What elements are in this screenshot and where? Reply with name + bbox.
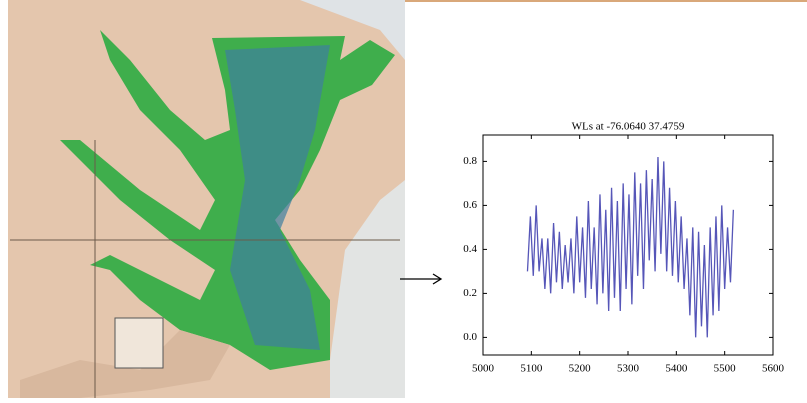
x-tick-label: 5200 — [569, 363, 592, 375]
y-tick-label: 0.6 — [463, 199, 477, 211]
x-tick-label: 5100 — [520, 363, 543, 375]
screen: WLs at -76.0640 37.4759 0.0 0.2 0.4 0.6 0.8 5… — [0, 0, 807, 398]
y-tick-label: 0.2 — [463, 287, 477, 299]
y-tick-label: 0.4 — [463, 243, 477, 255]
y-tick-label: 0.8 — [463, 155, 477, 167]
arrow — [400, 274, 441, 284]
x-tick-label: 5600 — [762, 363, 785, 375]
x-tick-label: 5500 — [714, 363, 737, 375]
page: WLs at -76.0640 37.4759 0.0 0.2 0.4 0.6 0.8 5… — [0, 0, 807, 403]
chart-title: WLs at -76.0640 37.4759 — [572, 121, 685, 133]
x-tick-label: 5400 — [665, 363, 688, 375]
chart: WLs at -76.0640 37.4759 0.0 0.2 0.4 0.6 0.8 5… — [463, 121, 784, 375]
data-line — [527, 157, 733, 337]
y-tick-label: 0.0 — [463, 331, 477, 343]
x-tick-label: 5300 — [617, 363, 640, 375]
x-tick-label: 5000 — [472, 363, 495, 375]
map-image — [8, 0, 405, 398]
